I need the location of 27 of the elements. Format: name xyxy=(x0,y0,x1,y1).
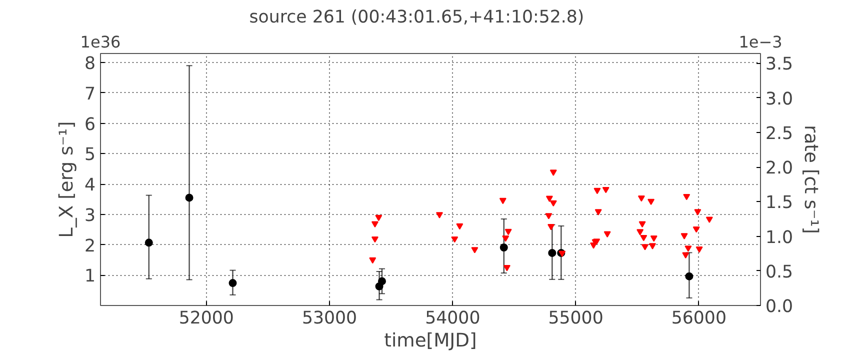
y2-tick-label: 2.0 xyxy=(766,158,794,179)
y2-tick-label: 0.0 xyxy=(766,297,794,317)
text: 1e−3 xyxy=(738,32,782,52)
x-axis-title: time[MJD] xyxy=(384,330,477,352)
y-tick-label: 8 xyxy=(84,54,96,74)
x-tick-label: 53000 xyxy=(302,308,358,328)
y-tick-label: 3 xyxy=(84,206,96,226)
y-tick-label: 4 xyxy=(84,176,96,196)
y2-tick-label: 3.5 xyxy=(766,54,794,75)
y2-tick-label: 0.5 xyxy=(766,262,794,282)
chart-title: source 261 (00:43:01.65,+41:10:52.8) xyxy=(249,8,584,28)
y-axis-title: L_X [erg s⁻¹] xyxy=(56,121,78,238)
x-tick-label: 52000 xyxy=(178,308,234,328)
y2-tick-label: 1.0 xyxy=(766,228,794,248)
y-tick-label: 7 xyxy=(84,84,96,104)
y-tick-label: 5 xyxy=(84,145,96,166)
y2-tick-label: 3.0 xyxy=(766,89,794,110)
y-tick-label: 2 xyxy=(84,236,96,256)
y2-tick-label: 1.5 xyxy=(766,193,794,214)
text: 1e36 xyxy=(80,32,121,52)
y2-tick-label: 2.5 xyxy=(766,124,794,144)
y-tick-label: 6 xyxy=(84,114,96,135)
y2-axis-title: rate [ct s⁻¹] xyxy=(800,125,822,234)
y-tick-label: 1 xyxy=(84,266,96,287)
x-tick-label: 54000 xyxy=(425,308,480,328)
x-tick-label: 55000 xyxy=(548,308,604,328)
x-tick-label: 56000 xyxy=(671,308,726,328)
